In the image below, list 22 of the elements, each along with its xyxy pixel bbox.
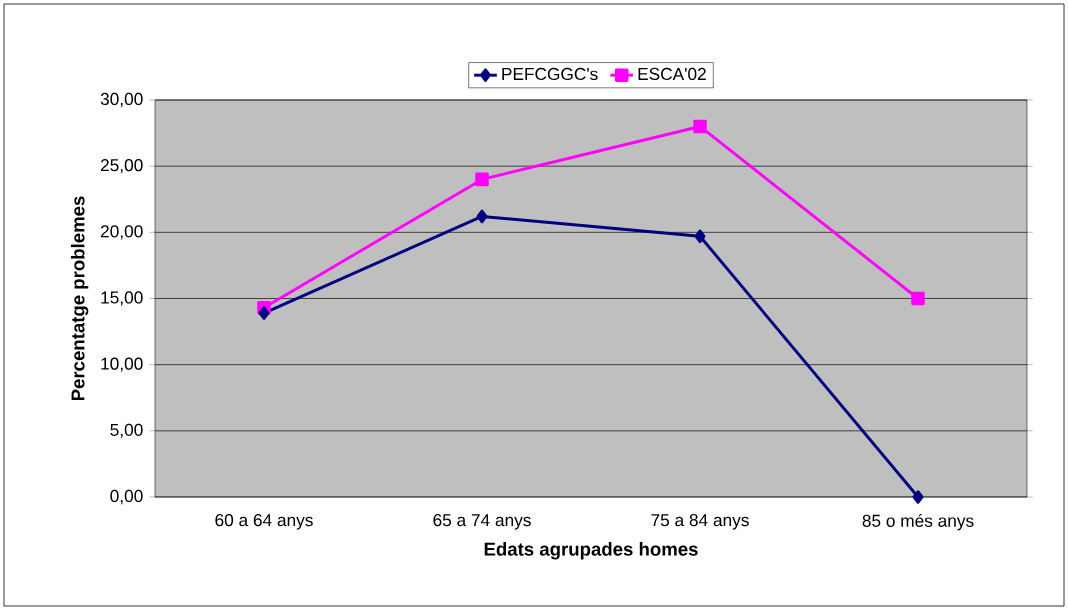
x-tick-label: 65 a 74 anys xyxy=(433,514,531,530)
y-tick-label: 0,00 xyxy=(110,489,143,505)
y-tick-label: 5,00 xyxy=(110,423,143,438)
point xyxy=(912,490,924,504)
y-tick-label: 20,00 xyxy=(100,225,143,240)
legend-label: ESCA'02 xyxy=(638,67,706,81)
y-tick-label: 30,00 xyxy=(100,92,143,108)
y-axis-title: Percentatge problemes xyxy=(70,196,89,401)
y-tick-label: 10,00 xyxy=(101,357,143,372)
x-axis-title: Edats agrupades homes xyxy=(484,542,698,560)
point xyxy=(476,209,488,224)
y-tick-label: 15,00 xyxy=(101,291,143,306)
point xyxy=(911,291,925,306)
point xyxy=(693,119,707,134)
point xyxy=(694,229,706,244)
legend-label: PEFCGGC's xyxy=(502,67,598,81)
x-tick-label: 85 o més anys xyxy=(862,514,974,531)
y-tick-label: 25,00 xyxy=(100,159,143,174)
x-tick-label: 75 a 84 anys xyxy=(651,514,749,530)
point xyxy=(258,306,270,320)
x-tick-label: 60 a 64 anys xyxy=(215,514,313,530)
point xyxy=(475,172,489,187)
